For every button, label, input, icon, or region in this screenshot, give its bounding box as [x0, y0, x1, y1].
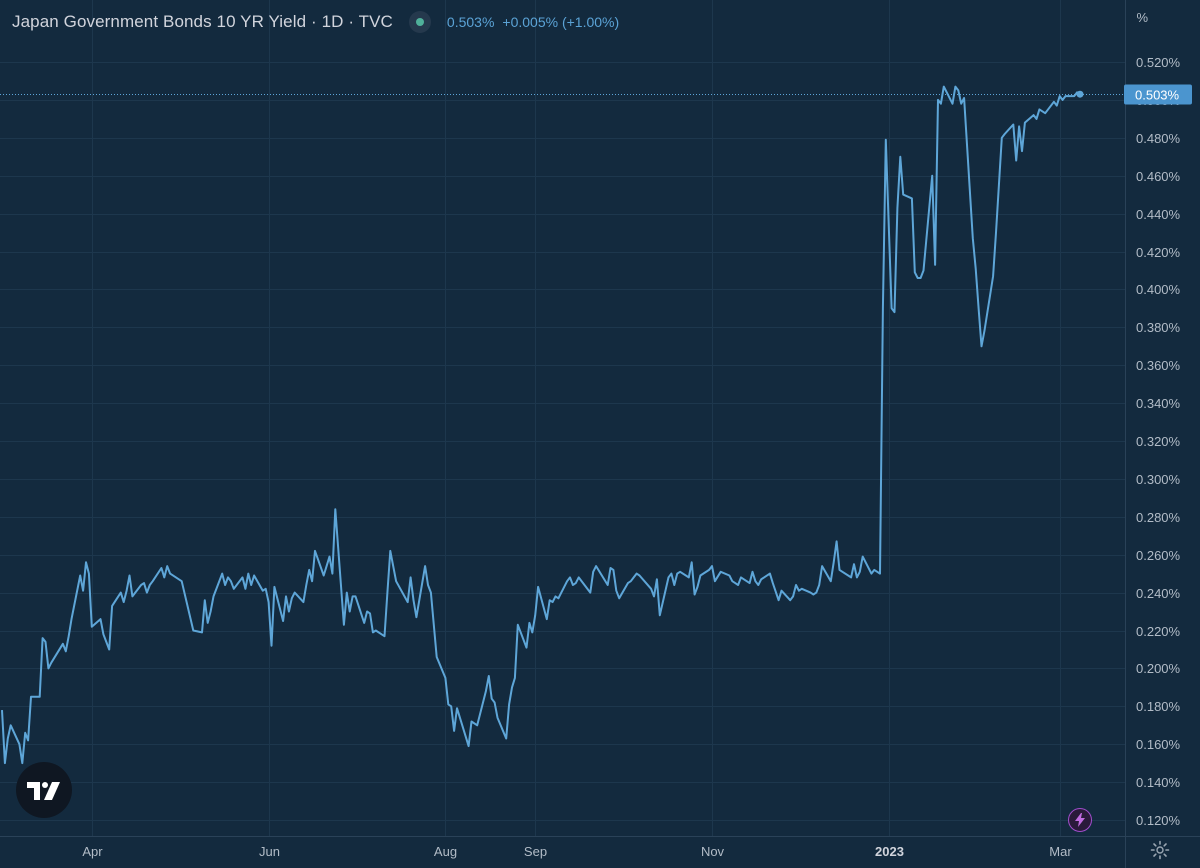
last-price-label: 0.503%	[1135, 88, 1180, 103]
y-tick-label: 0.460%	[1136, 169, 1181, 184]
y-tick-label: 0.220%	[1136, 624, 1181, 639]
y-tick-label: 0.140%	[1136, 775, 1181, 790]
x-tick-label: Aug	[434, 844, 457, 859]
horizontal-gridlines	[0, 0, 1126, 868]
y-tick-label: 0.180%	[1136, 699, 1181, 714]
y-tick-label: 0.400%	[1136, 282, 1181, 297]
price-change-value: +0.005% (+1.00%)	[502, 14, 620, 30]
x-tick-label: Mar	[1049, 844, 1072, 859]
gear-icon[interactable]	[1150, 840, 1170, 860]
y-tick-label: 0.300%	[1136, 472, 1181, 487]
y-tick-label: 0.480%	[1136, 131, 1181, 146]
time-axis: Apr Jun Aug Sep Nov 2023 Mar	[82, 844, 1072, 859]
y-tick-label: 0.320%	[1136, 434, 1181, 449]
x-tick-label: Sep	[524, 844, 547, 859]
series-line	[1, 85, 1081, 765]
y-tick-label: 0.440%	[1136, 207, 1181, 222]
y-tick-label: 0.240%	[1136, 586, 1181, 601]
y-tick-label: 0.260%	[1136, 548, 1181, 563]
x-tick-label: Nov	[701, 844, 725, 859]
lightning-bolt-icon[interactable]	[1068, 808, 1092, 832]
x-tick-label: Apr	[82, 844, 103, 859]
last-point-marker	[1076, 90, 1084, 98]
vertical-gridlines	[0, 0, 1200, 837]
y-tick-label: 0.160%	[1136, 737, 1181, 752]
market-status-dot-icon[interactable]	[408, 11, 431, 33]
symbol-title[interactable]: Japan Government Bonds 10 YR Yield · 1D …	[12, 12, 393, 31]
price-scale-unit: %	[1136, 10, 1148, 25]
price-axis: 0.120% 0.140% 0.160% 0.180% 0.200% 0.220% 0.24…	[1136, 55, 1181, 828]
x-tick-label: 2023	[875, 844, 904, 859]
y-tick-label: 0.200%	[1136, 661, 1181, 676]
y-tick-label: 0.360%	[1136, 358, 1181, 373]
y-tick-label: 0.120%	[1136, 813, 1181, 828]
y-tick-label: 0.380%	[1136, 320, 1181, 335]
last-price-tag: 0.503%	[1124, 84, 1192, 105]
y-tick-label: 0.340%	[1136, 396, 1181, 411]
last-price-value: 0.503%	[446, 14, 495, 30]
y-tick-label: 0.520%	[1136, 55, 1181, 70]
y-tick-label: 0.420%	[1136, 245, 1181, 260]
y-tick-label: 0.280%	[1136, 510, 1181, 525]
chart-header: Japan Government Bonds 10 YR Yield · 1D …	[12, 10, 619, 34]
tradingview-logo-icon[interactable]	[16, 762, 72, 818]
x-tick-label: Jun	[259, 844, 280, 859]
